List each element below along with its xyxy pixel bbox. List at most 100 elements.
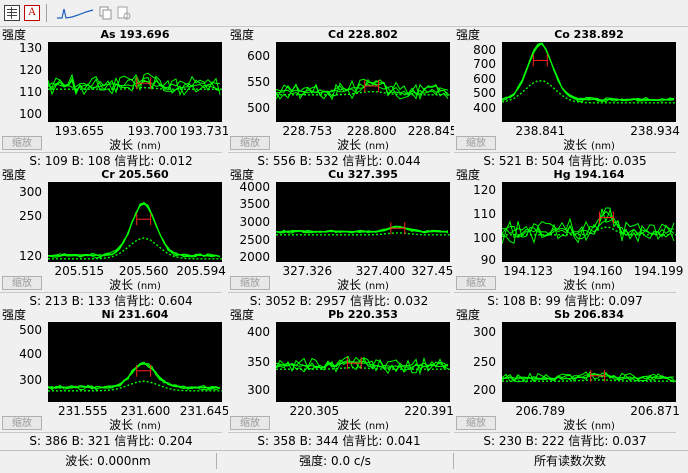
y-axis-label: 强度 — [2, 308, 27, 322]
element-line-title: Co 238.892 — [554, 28, 624, 41]
spectrum-panel: 强度 Hg 194.164 120 110 100 90 194.123 194.160 194… — [454, 168, 683, 309]
x-axis-title: 波长 — [337, 418, 362, 432]
spectrum-plot[interactable] — [276, 42, 450, 122]
y-tick-label: 100 — [473, 231, 496, 245]
spectrum-line-icon[interactable] — [56, 5, 94, 21]
zoom-button[interactable]: 缩放 — [2, 136, 42, 150]
spectrum-plot[interactable] — [48, 182, 222, 262]
toolbar-separator — [46, 4, 47, 22]
scan-trace — [502, 371, 675, 383]
zoom-button[interactable]: 缩放 — [230, 136, 270, 150]
zoom-button[interactable]: 缩放 — [2, 276, 42, 290]
zoom-button[interactable]: 缩放 — [230, 416, 270, 430]
background-fit-line — [502, 379, 676, 382]
x-tick-label: 238.934 — [630, 124, 680, 138]
toolbar: A — [0, 0, 688, 27]
scan-trace — [276, 78, 449, 100]
scan-trace — [502, 43, 675, 102]
x-axis-title: 波长 — [109, 278, 134, 292]
y-tick-label: 110 — [473, 207, 496, 221]
y-tick-label: 3000 — [239, 215, 270, 229]
y-tick-label: 700 — [473, 57, 496, 72]
element-line-title: Hg 194.164 — [553, 168, 625, 181]
zoom-button[interactable]: 缩放 — [456, 276, 496, 290]
status-reads: 所有读数次数 — [533, 454, 606, 468]
zoom-button[interactable]: 缩放 — [2, 416, 42, 430]
y-tick-label: 300 — [473, 324, 496, 339]
y-tick-label: 120 — [473, 183, 496, 197]
x-tick-label: 327.326 — [282, 264, 333, 278]
spectrum-panel: 强度 Cu 327.395 4000 3500 3000 2500 2000 327.326 3… — [228, 168, 461, 309]
x-tick-label: 205.515 — [54, 264, 105, 278]
y-tick-label: 250 — [473, 355, 496, 369]
spectrum-plot[interactable] — [502, 182, 676, 262]
y-axis-label: 强度 — [230, 28, 255, 42]
x-axis-label: 波长 (nm) — [276, 138, 450, 154]
scan-trace — [276, 225, 449, 234]
x-axis-label: 波长 (nm) — [502, 278, 676, 294]
x-tick-label: 205.560 — [118, 264, 169, 278]
x-axis-label: 波长 (nm) — [48, 138, 222, 154]
y-axis-label: 强度 — [456, 168, 481, 182]
scan-trace — [48, 72, 221, 96]
status-bar: 波长: 0.000nm 强度: 0.0 c/s 所有读数次数 — [0, 450, 688, 473]
scan-trace — [502, 42, 675, 103]
y-tick-label: 400 — [473, 100, 496, 115]
scan-trace — [48, 203, 221, 258]
spectrum-plot[interactable] — [502, 42, 676, 122]
copy-icon[interactable] — [98, 5, 114, 21]
x-axis-unit: (nm) — [136, 141, 161, 152]
element-line-title: Sb 206.834 — [554, 308, 624, 321]
x-axis-label: 波长 (nm) — [276, 418, 450, 434]
x-axis-unit: (nm) — [364, 421, 389, 432]
scan-trace — [502, 371, 675, 384]
x-tick-label: 327.400 — [355, 264, 406, 278]
y-tick-label: 120 — [19, 248, 42, 263]
zoom-button[interactable]: 缩放 — [456, 416, 496, 430]
x-axis-unit: (nm) — [590, 421, 615, 432]
y-tick-label: 110 — [19, 84, 42, 99]
signal-background-ratio: S: 556 B: 532 信背比: 0.044 — [228, 152, 450, 169]
element-line-title: Cu 327.395 — [328, 168, 398, 181]
status-intensity: 强度: 0.0 c/s — [217, 453, 454, 469]
x-axis-label: 波长 (nm) — [48, 418, 222, 434]
spectrum-panel: 强度 Cr 205.560 300 250 120 205.515 205.560 205.5… — [0, 168, 226, 308]
signal-background-ratio: S: 3052 B: 2957 信背比: 0.032 — [228, 292, 450, 309]
pdf-report-icon[interactable]: A — [24, 5, 40, 21]
y-tick-label: 250 — [19, 208, 42, 223]
y-tick-label: 130 — [19, 41, 42, 56]
scan-trace — [276, 355, 449, 374]
zoom-button[interactable]: 缩放 — [230, 276, 270, 290]
scan-trace — [502, 42, 675, 103]
x-axis-unit: (nm) — [136, 281, 161, 292]
x-axis-title: 波长 — [109, 418, 134, 432]
grid-table-icon[interactable] — [4, 5, 20, 21]
x-tick-label: 206.871 — [630, 404, 680, 418]
spectrum-plot[interactable] — [502, 322, 676, 402]
signal-background-ratio: S: 109 B: 108 信背比: 0.012 — [0, 152, 222, 169]
scan-trace — [48, 363, 221, 390]
element-line-title: Ni 231.604 — [101, 308, 169, 321]
y-tick-label: 3500 — [239, 197, 270, 212]
x-axis-label: 波长 (nm) — [502, 418, 676, 434]
spectrum-plot[interactable] — [48, 42, 222, 122]
signal-background-ratio: S: 230 B: 222 信背比: 0.037 — [454, 432, 676, 449]
x-axis-title: 波长 — [563, 278, 588, 292]
spectrum-plot[interactable] — [276, 182, 450, 262]
signal-background-ratio: S: 108 B: 99 信背比: 0.097 — [454, 292, 676, 309]
y-tick-label: 800 — [473, 43, 496, 57]
zoom-button[interactable]: 缩放 — [456, 136, 496, 150]
background-fit-line — [276, 90, 450, 96]
element-line-title: Cr 205.560 — [101, 168, 169, 181]
spectrum-panel: 强度 Ni 231.604 500 400 300 231.555 231.600 231.6… — [0, 308, 229, 448]
spectrum-plot[interactable] — [48, 322, 222, 402]
signal-background-ratio: S: 358 B: 344 信背比: 0.041 — [228, 432, 450, 449]
x-tick-label: 220.305 — [289, 404, 340, 418]
spectrum-plot[interactable] — [276, 322, 450, 402]
x-tick-label: 220.391 — [404, 404, 454, 418]
background-fit-line — [48, 86, 222, 90]
settings-icon[interactable] — [116, 5, 132, 21]
y-tick-label: 4000 — [239, 179, 270, 194]
signal-background-ratio: S: 521 B: 504 信背比: 0.035 — [454, 152, 676, 169]
element-line-title: Pb 220.353 — [328, 308, 398, 321]
